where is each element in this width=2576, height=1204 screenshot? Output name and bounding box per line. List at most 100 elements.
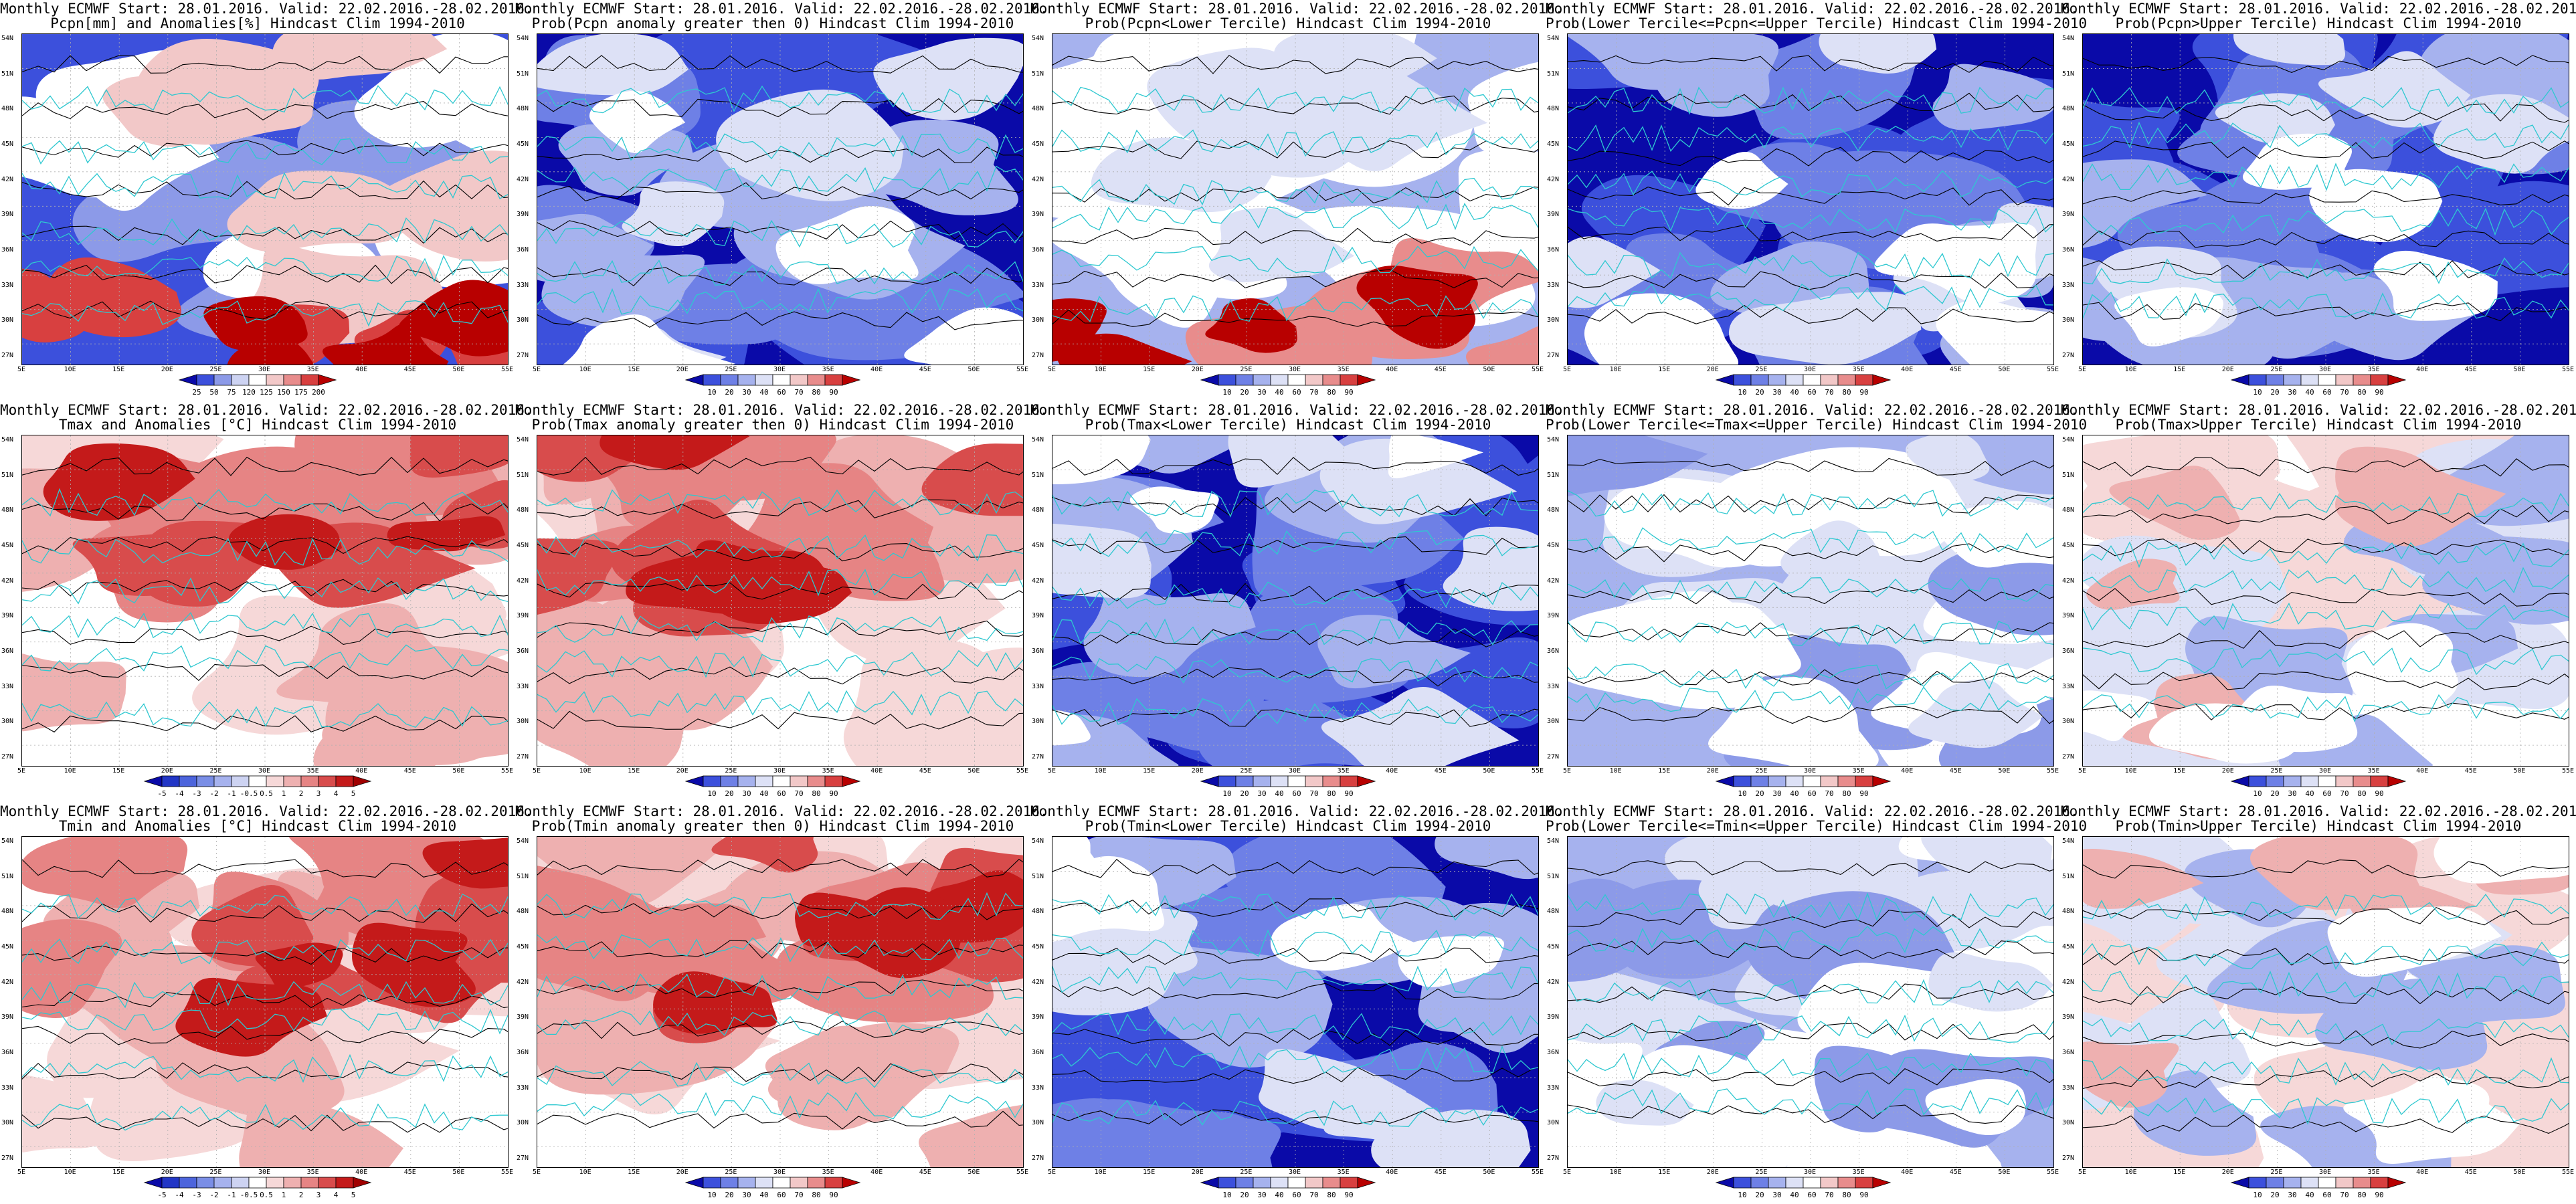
latitude-label: 54N (517, 837, 529, 845)
longitude-label: 35E (822, 1169, 834, 1176)
colorbar-swatch (2370, 775, 2389, 787)
coastline (537, 615, 1023, 643)
longitude-label: 10E (2124, 767, 2137, 775)
colorbar-swatch (283, 374, 302, 386)
colorbar-label: 10 (707, 1191, 717, 1199)
longitude-label: 30E (258, 767, 271, 775)
map-area (1052, 836, 1539, 1168)
field-shading (622, 181, 725, 247)
longitude-label: 10E (1609, 366, 1622, 373)
contour-line (1568, 940, 2053, 960)
latitude-label: 48N (517, 506, 529, 514)
field-shading (1695, 151, 1788, 209)
contour-line (1568, 494, 2053, 514)
contour-line (22, 1025, 508, 1045)
longitude-label: 40E (870, 366, 883, 373)
colorbar-label: 40 (1790, 1191, 1799, 1199)
colorbar-swatch (1837, 374, 1856, 386)
longitude-label: 40E (355, 767, 368, 775)
longitude-label: 50E (968, 767, 980, 775)
longitude-label: 50E (1483, 366, 1495, 373)
colorbar-label: 30 (1772, 1191, 1782, 1199)
coastline (22, 300, 508, 327)
latitude-label: 36N (517, 246, 529, 254)
field-shading (1596, 1080, 1694, 1126)
longitude-label: 40E (2416, 767, 2429, 775)
latitude-label: 30N (517, 718, 529, 726)
colorbar-label: 20 (2270, 1191, 2280, 1199)
longitude-label: 30E (1288, 366, 1301, 373)
latitude-label: 42N (2062, 577, 2075, 585)
latitude-label: 45N (1032, 140, 1044, 148)
latitude-label: 51N (1547, 471, 1560, 479)
latitude-label: 36N (2062, 647, 2075, 655)
coastline (537, 260, 1023, 286)
colorbar-swatch (196, 374, 215, 386)
longitude-label: 50E (1483, 767, 1495, 775)
contour-line (22, 264, 508, 284)
field-shading (322, 645, 508, 766)
colorbar-swatch (2248, 775, 2267, 787)
colorbar-swatch (1803, 1177, 1821, 1189)
latitude-label: 39N (2062, 1013, 2075, 1021)
panel-title-line1: Monthly ECMWF Start: 28.01.2016. Valid: … (515, 402, 1048, 418)
colorbar-label: 20 (1240, 1191, 1249, 1199)
colorbar-label: 10 (707, 789, 717, 798)
colorbar-swatch (2300, 775, 2319, 787)
map-area (1052, 435, 1539, 767)
colorbar-swatch (196, 775, 215, 787)
colorbar-swatch (1872, 1177, 1892, 1189)
longitude-label: 5E (532, 366, 541, 373)
field-shading (537, 686, 684, 766)
longitude-label: 45E (2464, 366, 2477, 373)
longitude-label: 5E (1562, 1169, 1572, 1176)
colorbar-swatch (755, 775, 773, 787)
colorbar-swatch (1218, 775, 1236, 787)
colorbar-label: 10 (1738, 388, 1747, 397)
colorbar-swatch (703, 374, 721, 386)
coastline (537, 534, 1023, 562)
map-field (2083, 435, 2569, 766)
contour-line (2083, 1030, 2569, 1049)
colorbar-label: -3 (192, 789, 201, 798)
latitude-label: 54N (1, 35, 14, 42)
longitude-label: 50E (452, 366, 465, 373)
colorbar-swatch (1750, 374, 1769, 386)
colorbar-swatch (266, 1177, 284, 1189)
field-shading (714, 560, 852, 625)
contour-line (1052, 185, 1538, 204)
colorbar (1200, 775, 1376, 787)
coastline (1568, 527, 2053, 554)
map-panel: Monthly ECMWF Start: 28.01.2016. Valid: … (2061, 0, 2576, 401)
latitude-label: 51N (1032, 471, 1044, 479)
colorbar-swatch (2318, 775, 2336, 787)
longitude-label: 30E (2318, 366, 2332, 373)
colorbar-swatch (1270, 1177, 1289, 1189)
colorbar-label: 90 (829, 1191, 838, 1199)
colorbar-swatch (2248, 1177, 2267, 1189)
longitude-label: 35E (1852, 366, 1865, 373)
coastline (537, 1092, 1023, 1120)
field-shading (2318, 51, 2471, 128)
colorbar-swatch (318, 374, 337, 386)
colorbar-label: 90 (1344, 388, 1354, 397)
longitude-label: 30E (773, 767, 786, 775)
panel-title-line2: Tmin and Anomalies [°C] Hindcast Clim 19… (58, 818, 457, 834)
map-area (1567, 33, 2054, 365)
colorbar-swatch (1820, 374, 1839, 386)
colorbar-swatch (2318, 374, 2336, 386)
colorbar-label: 60 (777, 388, 786, 397)
colorbar-swatch (842, 1177, 861, 1189)
colorbar-label: 90 (1859, 1191, 1869, 1199)
contour-line (22, 536, 508, 555)
latitude-label: 33N (2062, 1084, 2075, 1092)
latitude-label: 42N (1547, 577, 1560, 585)
colorbar-swatch (1305, 1177, 1323, 1189)
colorbar-swatch (2283, 374, 2302, 386)
panel-title-line2: Prob(Tmax>Upper Tercile) Hindcast Clim 1… (2115, 417, 2522, 433)
latitude-label: 33N (2062, 682, 2075, 690)
coastline (537, 165, 1023, 193)
colorbar-label: 80 (1842, 1191, 1851, 1199)
longitude-label: 50E (968, 366, 980, 373)
field-shading (1467, 62, 1538, 155)
